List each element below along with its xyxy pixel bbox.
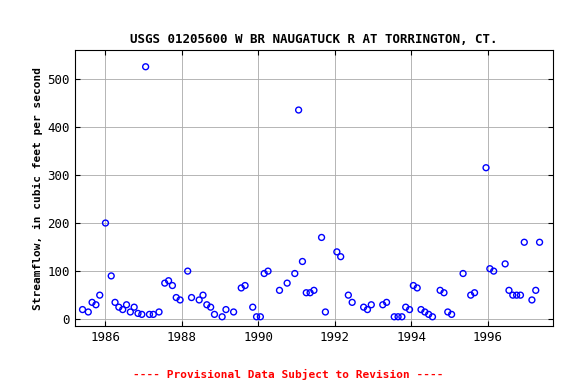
Point xyxy=(183,268,192,274)
Point xyxy=(420,309,430,315)
Point xyxy=(260,270,269,276)
Point xyxy=(122,302,131,308)
Point xyxy=(501,261,510,267)
Point xyxy=(141,64,150,70)
Point xyxy=(198,292,207,298)
Point xyxy=(302,290,311,296)
Point xyxy=(229,309,238,315)
Point xyxy=(118,306,127,313)
Point xyxy=(176,297,185,303)
Point xyxy=(130,304,139,310)
Point xyxy=(221,306,230,313)
Point xyxy=(344,292,353,298)
Point xyxy=(520,239,529,245)
Point xyxy=(218,314,227,320)
Point xyxy=(290,270,300,276)
Point xyxy=(256,314,265,320)
Point xyxy=(347,299,357,305)
Point xyxy=(447,311,456,318)
Point xyxy=(389,314,399,320)
Point xyxy=(416,306,426,313)
Point xyxy=(332,249,342,255)
Point xyxy=(470,290,479,296)
Point xyxy=(107,273,116,279)
Point xyxy=(367,302,376,308)
Point xyxy=(321,309,330,315)
Point xyxy=(336,253,345,260)
Point xyxy=(263,268,272,274)
Point xyxy=(485,266,494,272)
Point xyxy=(382,299,391,305)
Point xyxy=(516,292,525,298)
Point xyxy=(168,283,177,289)
Point xyxy=(317,234,326,240)
Point xyxy=(88,299,97,305)
Point xyxy=(458,270,468,276)
Point xyxy=(294,107,303,113)
Point xyxy=(114,304,123,310)
Point xyxy=(248,304,257,310)
Point xyxy=(101,220,110,226)
Point xyxy=(95,292,104,298)
Title: USGS 01205600 W BR NAUGATUCK R AT TORRINGTON, CT.: USGS 01205600 W BR NAUGATUCK R AT TORRIN… xyxy=(130,33,498,46)
Point xyxy=(126,309,135,315)
Text: ---- Provisional Data Subject to Revision ----: ---- Provisional Data Subject to Revisio… xyxy=(132,369,444,380)
Point xyxy=(508,292,517,298)
Point xyxy=(378,302,388,308)
Point xyxy=(160,280,169,286)
Point xyxy=(149,311,158,318)
Point xyxy=(409,283,418,289)
Point xyxy=(172,295,181,301)
Point xyxy=(195,297,204,303)
Point xyxy=(237,285,246,291)
Point xyxy=(154,309,164,315)
Point xyxy=(187,295,196,301)
Point xyxy=(275,287,284,293)
Point xyxy=(210,311,219,318)
Point xyxy=(206,304,215,310)
Point xyxy=(283,280,292,286)
Point xyxy=(527,297,536,303)
Point xyxy=(137,311,146,318)
Point xyxy=(428,314,437,320)
Point xyxy=(84,309,93,315)
Point xyxy=(505,287,514,293)
Point xyxy=(489,268,498,274)
Point xyxy=(401,304,410,310)
Point xyxy=(435,287,445,293)
Point xyxy=(305,290,314,296)
Point xyxy=(535,239,544,245)
Y-axis label: Streamflow, in cubic feet per second: Streamflow, in cubic feet per second xyxy=(33,67,43,310)
Point xyxy=(512,292,521,298)
Point xyxy=(443,309,452,315)
Point xyxy=(531,287,540,293)
Point xyxy=(397,314,407,320)
Point xyxy=(363,306,372,313)
Point xyxy=(424,311,433,318)
Point xyxy=(439,290,449,296)
Point xyxy=(298,258,307,265)
Point xyxy=(309,287,319,293)
Point xyxy=(252,314,261,320)
Point xyxy=(393,314,403,320)
Point xyxy=(359,304,368,310)
Point xyxy=(466,292,475,298)
Point xyxy=(202,302,211,308)
Point xyxy=(412,285,422,291)
Point xyxy=(405,306,414,313)
Point xyxy=(92,302,101,308)
Point xyxy=(78,306,87,313)
Point xyxy=(164,278,173,284)
Point xyxy=(482,165,491,171)
Point xyxy=(240,283,249,289)
Point xyxy=(145,311,154,318)
Point xyxy=(134,310,143,316)
Point xyxy=(111,299,120,305)
